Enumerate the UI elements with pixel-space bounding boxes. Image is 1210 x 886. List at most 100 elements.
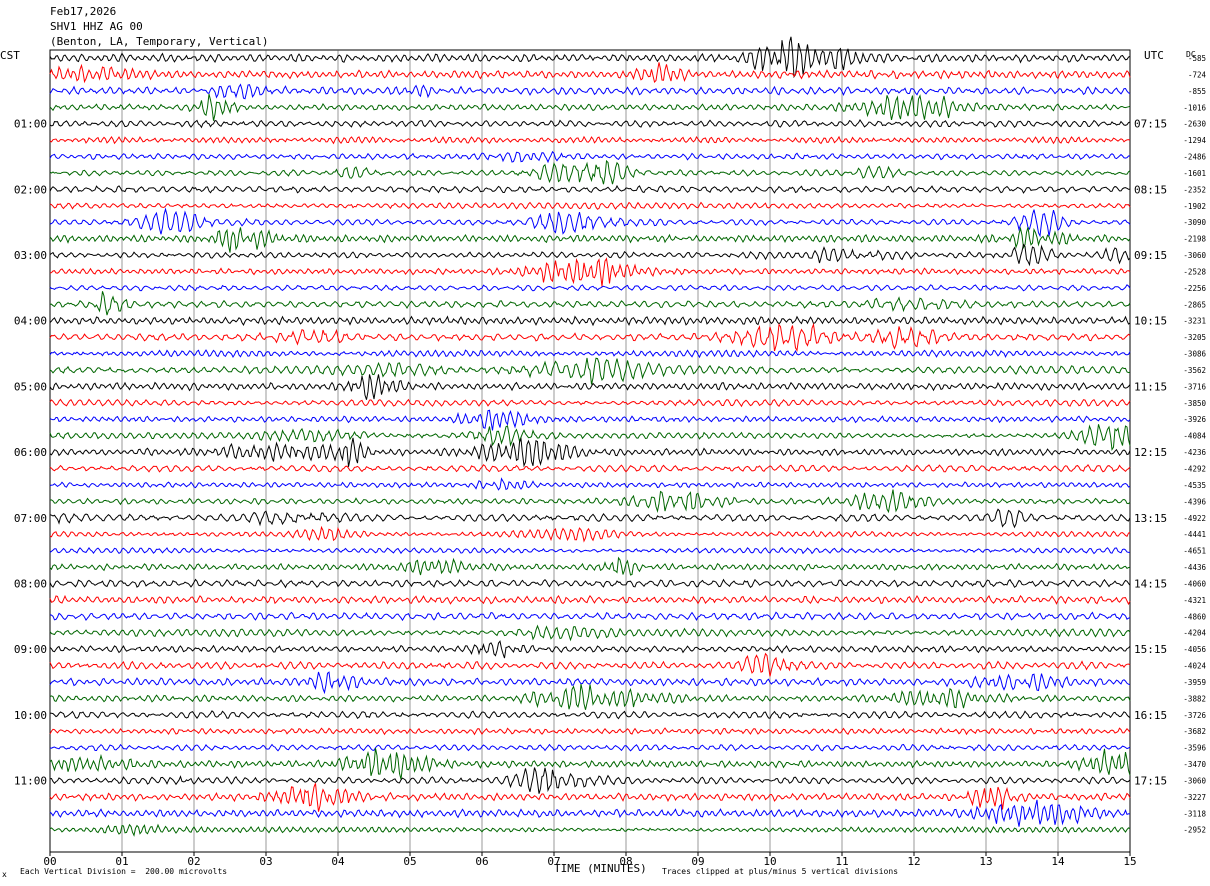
dc-offset-label: -724: [1188, 70, 1207, 79]
seismic-trace: [49, 477, 1131, 491]
dc-offset-label: -3231: [1183, 317, 1206, 326]
dc-offset-label: -1601: [1183, 169, 1206, 178]
dc-offset-label: -3227: [1183, 793, 1206, 802]
right-hour-label: 09:15: [1134, 249, 1167, 262]
dc-offset-label: -2256: [1183, 284, 1206, 293]
seismic-trace: [49, 611, 1131, 622]
dc-offset-label: -2486: [1183, 153, 1206, 162]
dc-offset-label: -4236: [1183, 448, 1206, 457]
dc-offset-label: -3086: [1183, 350, 1206, 359]
seismic-trace: [49, 652, 1131, 677]
dc-offset-label: -2865: [1183, 300, 1206, 309]
dc-offset-label: -3205: [1183, 333, 1206, 342]
dc-label: DC: [1186, 50, 1196, 59]
location-label: (Benton, LA, Temporary, Vertical): [50, 35, 269, 48]
seismic-trace: [49, 62, 1131, 84]
seismic-trace: [49, 508, 1131, 529]
seismic-trace: [49, 640, 1131, 659]
dc-offset-label: -585: [1188, 54, 1206, 63]
right-hour-label: 16:15: [1134, 709, 1167, 722]
dc-offset-label: -4060: [1183, 579, 1206, 588]
right-timezone-label: UTC: [1144, 49, 1164, 62]
seismic-trace: [49, 322, 1131, 352]
dc-offset-label: -3882: [1183, 694, 1206, 703]
x-tick-label: 00: [43, 855, 56, 868]
dc-offset-label: -4321: [1183, 596, 1206, 605]
seismic-trace: [49, 727, 1131, 736]
seismic-trace: [49, 93, 1131, 121]
dc-offset-label: -3682: [1183, 727, 1206, 736]
x-tick-label: 04: [331, 855, 345, 868]
x-tick-label: 08: [619, 855, 632, 868]
scale-footer: Each Vertical Division = 200.00 microvol…: [20, 867, 228, 876]
dc-offset-label: -3562: [1183, 366, 1206, 375]
seismic-trace: [49, 594, 1131, 606]
dc-offset-label: -4056: [1183, 645, 1206, 654]
seismic-trace: [49, 243, 1131, 267]
seismic-trace: [49, 201, 1131, 210]
seismic-trace: [49, 799, 1131, 827]
left-timezone-label: CST: [0, 49, 20, 62]
seismic-trace: [49, 374, 1131, 400]
dc-offset-label: -3596: [1183, 744, 1206, 753]
seismic-trace: [49, 135, 1131, 145]
x-tick-label: 07: [547, 855, 560, 868]
dc-offset-label: -4535: [1183, 481, 1206, 490]
dc-offset-label: -855: [1188, 87, 1206, 96]
dc-offset-label: -2198: [1183, 235, 1206, 244]
left-hour-label: 11:00: [14, 774, 47, 787]
left-hour-label: 03:00: [14, 249, 47, 262]
seismic-trace: [49, 464, 1131, 473]
dc-offset-label: -3926: [1183, 415, 1206, 424]
x-axis-label: TIME (MINUTES): [554, 862, 647, 875]
x-tick-label: 15: [1123, 855, 1136, 868]
dc-offset-label: -1294: [1183, 136, 1206, 145]
x-tick-label: 03: [259, 855, 272, 868]
x-tick-label: 14: [1051, 855, 1065, 868]
seismic-trace: [49, 315, 1131, 327]
seismic-trace: [49, 671, 1131, 695]
seismic-trace: [49, 437, 1131, 468]
seismic-trace: [49, 409, 1131, 431]
left-hour-label: 10:00: [14, 709, 47, 722]
right-hour-label: 17:15: [1134, 774, 1167, 787]
left-hour-label: 09:00: [14, 643, 47, 656]
left-hour-label: 01:00: [14, 118, 47, 131]
corner-mark: x: [2, 870, 7, 879]
x-tick-label: 09: [691, 855, 704, 868]
seismic-trace: [49, 710, 1131, 720]
seismic-trace: [49, 150, 1131, 164]
seismic-trace: [49, 748, 1131, 780]
seismic-trace: [49, 556, 1131, 576]
dc-offset-label: -3850: [1183, 399, 1206, 408]
dc-offset-label: -4292: [1183, 465, 1206, 474]
left-hour-label: 07:00: [14, 512, 47, 525]
seismic-trace: [49, 83, 1131, 100]
dc-offset-label: -3716: [1183, 382, 1206, 391]
left-hour-label: 06:00: [14, 446, 47, 459]
right-hour-label: 10:15: [1134, 315, 1167, 328]
seismic-trace: [49, 119, 1131, 129]
seismic-trace: [49, 743, 1131, 752]
left-hour-label: 08:00: [14, 577, 47, 590]
dc-offset-label: -4651: [1183, 547, 1206, 556]
dc-offset-label: -4084: [1183, 432, 1206, 441]
x-tick-label: 06: [475, 855, 488, 868]
seismic-trace: [49, 683, 1131, 710]
seismic-trace: [49, 525, 1131, 543]
dc-offset-label: -1902: [1183, 202, 1206, 211]
x-tick-label: 11: [835, 855, 848, 868]
seismic-trace: [49, 36, 1131, 79]
right-hour-label: 11:15: [1134, 380, 1167, 393]
seismic-trace: [49, 184, 1130, 194]
right-hour-label: 07:15: [1134, 118, 1167, 131]
seismic-trace: [49, 546, 1130, 555]
dc-offset-label: -3959: [1183, 678, 1206, 687]
dc-offset-label: -3090: [1183, 218, 1206, 227]
seismic-trace: [49, 357, 1131, 385]
seismic-trace: [49, 207, 1131, 238]
right-hour-label: 08:15: [1134, 183, 1167, 196]
right-hour-label: 12:15: [1134, 446, 1167, 459]
dc-offset-label: -2952: [1183, 826, 1206, 835]
